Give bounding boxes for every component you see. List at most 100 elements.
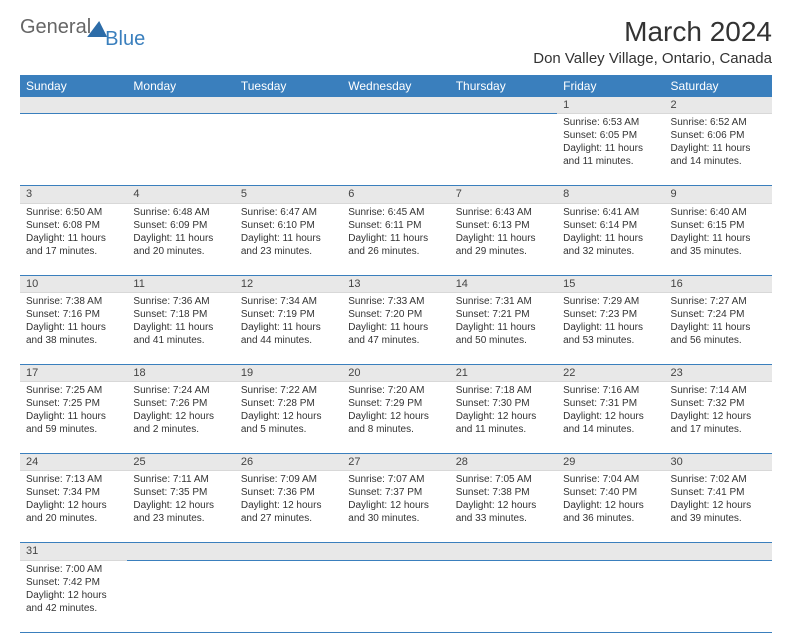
daylight-text-1: Daylight: 11 hours [671, 232, 766, 245]
day-cell: Sunrise: 6:47 AMSunset: 6:10 PMDaylight:… [235, 203, 342, 275]
sunset-text: Sunset: 7:40 PM [563, 486, 658, 499]
day-number-cell: 9 [665, 186, 772, 203]
daylight-text-1: Daylight: 11 hours [563, 321, 658, 334]
sunrise-text: Sunrise: 6:45 AM [348, 206, 443, 219]
sunset-text: Sunset: 6:15 PM [671, 219, 766, 232]
day-cell: Sunrise: 6:48 AMSunset: 6:09 PMDaylight:… [127, 203, 234, 275]
sunset-text: Sunset: 7:41 PM [671, 486, 766, 499]
day-cell: Sunrise: 7:07 AMSunset: 7:37 PMDaylight:… [342, 471, 449, 543]
day-number-row: 3456789 [20, 186, 772, 203]
sunset-text: Sunset: 7:35 PM [133, 486, 228, 499]
daylight-text-1: Daylight: 11 hours [348, 232, 443, 245]
sunrise-text: Sunrise: 7:34 AM [241, 295, 336, 308]
sunset-text: Sunset: 7:31 PM [563, 397, 658, 410]
day-cell: Sunrise: 7:27 AMSunset: 7:24 PMDaylight:… [665, 292, 772, 364]
daylight-text-1: Daylight: 11 hours [241, 321, 336, 334]
day-number-cell: 18 [127, 364, 234, 381]
day-number-cell [665, 543, 772, 560]
day-cell [450, 114, 557, 186]
daylight-text-1: Daylight: 12 hours [241, 410, 336, 423]
day-number-cell: 20 [342, 364, 449, 381]
weekday-header: Wednesday [342, 75, 449, 97]
day-cell [127, 560, 234, 632]
sunrise-text: Sunrise: 7:09 AM [241, 473, 336, 486]
daylight-text-2: and 33 minutes. [456, 512, 551, 525]
day-cell [450, 560, 557, 632]
sunrise-text: Sunrise: 7:16 AM [563, 384, 658, 397]
day-number-cell [127, 543, 234, 560]
day-cell: Sunrise: 6:40 AMSunset: 6:15 PMDaylight:… [665, 203, 772, 275]
daylight-text-2: and 11 minutes. [456, 423, 551, 436]
day-cell: Sunrise: 7:25 AMSunset: 7:25 PMDaylight:… [20, 382, 127, 454]
sunset-text: Sunset: 7:32 PM [671, 397, 766, 410]
day-number-cell: 6 [342, 186, 449, 203]
day-cell [342, 560, 449, 632]
day-cell: Sunrise: 7:13 AMSunset: 7:34 PMDaylight:… [20, 471, 127, 543]
daylight-text-1: Daylight: 11 hours [671, 142, 766, 155]
day-cell [127, 114, 234, 186]
sunset-text: Sunset: 6:05 PM [563, 129, 658, 142]
daylight-text-2: and 20 minutes. [133, 245, 228, 258]
location-text: Don Valley Village, Ontario, Canada [533, 50, 772, 67]
daylight-text-2: and 32 minutes. [563, 245, 658, 258]
page-title: March 2024 [533, 16, 772, 48]
daylight-text-2: and 14 minutes. [671, 155, 766, 168]
day-number-cell: 30 [665, 454, 772, 471]
daylight-text-1: Daylight: 12 hours [456, 410, 551, 423]
title-block: March 2024 Don Valley Village, Ontario, … [533, 16, 772, 67]
day-cell [235, 560, 342, 632]
sunset-text: Sunset: 7:38 PM [456, 486, 551, 499]
daylight-text-2: and 5 minutes. [241, 423, 336, 436]
day-cell: Sunrise: 7:11 AMSunset: 7:35 PMDaylight:… [127, 471, 234, 543]
day-content-row: Sunrise: 7:38 AMSunset: 7:16 PMDaylight:… [20, 292, 772, 364]
day-number-cell: 31 [20, 543, 127, 560]
logo: General Blue [20, 16, 149, 39]
daylight-text-1: Daylight: 11 hours [348, 321, 443, 334]
weekday-header: Sunday [20, 75, 127, 97]
calendar-header: SundayMondayTuesdayWednesdayThursdayFrid… [20, 75, 772, 97]
daylight-text-2: and 29 minutes. [456, 245, 551, 258]
daylight-text-2: and 27 minutes. [241, 512, 336, 525]
sunrise-text: Sunrise: 7:36 AM [133, 295, 228, 308]
day-number-cell: 7 [450, 186, 557, 203]
daylight-text-1: Daylight: 11 hours [456, 232, 551, 245]
logo-text-1: General [20, 16, 91, 39]
daylight-text-1: Daylight: 11 hours [241, 232, 336, 245]
day-number-cell: 19 [235, 364, 342, 381]
day-cell: Sunrise: 7:05 AMSunset: 7:38 PMDaylight:… [450, 471, 557, 543]
daylight-text-2: and 26 minutes. [348, 245, 443, 258]
daylight-text-1: Daylight: 12 hours [133, 499, 228, 512]
day-number-row: 17181920212223 [20, 364, 772, 381]
day-content-row: Sunrise: 7:13 AMSunset: 7:34 PMDaylight:… [20, 471, 772, 543]
day-cell: Sunrise: 6:52 AMSunset: 6:06 PMDaylight:… [665, 114, 772, 186]
sunrise-text: Sunrise: 7:31 AM [456, 295, 551, 308]
day-cell: Sunrise: 7:22 AMSunset: 7:28 PMDaylight:… [235, 382, 342, 454]
day-number-row: 24252627282930 [20, 454, 772, 471]
sunrise-text: Sunrise: 7:11 AM [133, 473, 228, 486]
day-number-row: 10111213141516 [20, 275, 772, 292]
day-cell: Sunrise: 7:16 AMSunset: 7:31 PMDaylight:… [557, 382, 664, 454]
day-number-cell [450, 543, 557, 560]
day-cell: Sunrise: 6:53 AMSunset: 6:05 PMDaylight:… [557, 114, 664, 186]
daylight-text-2: and 30 minutes. [348, 512, 443, 525]
sunrise-text: Sunrise: 6:48 AM [133, 206, 228, 219]
sunrise-text: Sunrise: 7:00 AM [26, 563, 121, 576]
day-number-cell: 22 [557, 364, 664, 381]
day-content-row: Sunrise: 6:50 AMSunset: 6:08 PMDaylight:… [20, 203, 772, 275]
sunset-text: Sunset: 7:21 PM [456, 308, 551, 321]
sunrise-text: Sunrise: 7:38 AM [26, 295, 121, 308]
day-cell [235, 114, 342, 186]
day-number-row: 12 [20, 97, 772, 114]
day-cell: Sunrise: 7:31 AMSunset: 7:21 PMDaylight:… [450, 292, 557, 364]
sunrise-text: Sunrise: 7:25 AM [26, 384, 121, 397]
sunset-text: Sunset: 6:14 PM [563, 219, 658, 232]
weekday-header: Thursday [450, 75, 557, 97]
sunrise-text: Sunrise: 7:33 AM [348, 295, 443, 308]
daylight-text-1: Daylight: 11 hours [133, 321, 228, 334]
day-content-row: Sunrise: 7:25 AMSunset: 7:25 PMDaylight:… [20, 382, 772, 454]
weekday-header: Friday [557, 75, 664, 97]
sunrise-text: Sunrise: 7:24 AM [133, 384, 228, 397]
sunset-text: Sunset: 7:24 PM [671, 308, 766, 321]
sunset-text: Sunset: 7:42 PM [26, 576, 121, 589]
sunset-text: Sunset: 7:30 PM [456, 397, 551, 410]
